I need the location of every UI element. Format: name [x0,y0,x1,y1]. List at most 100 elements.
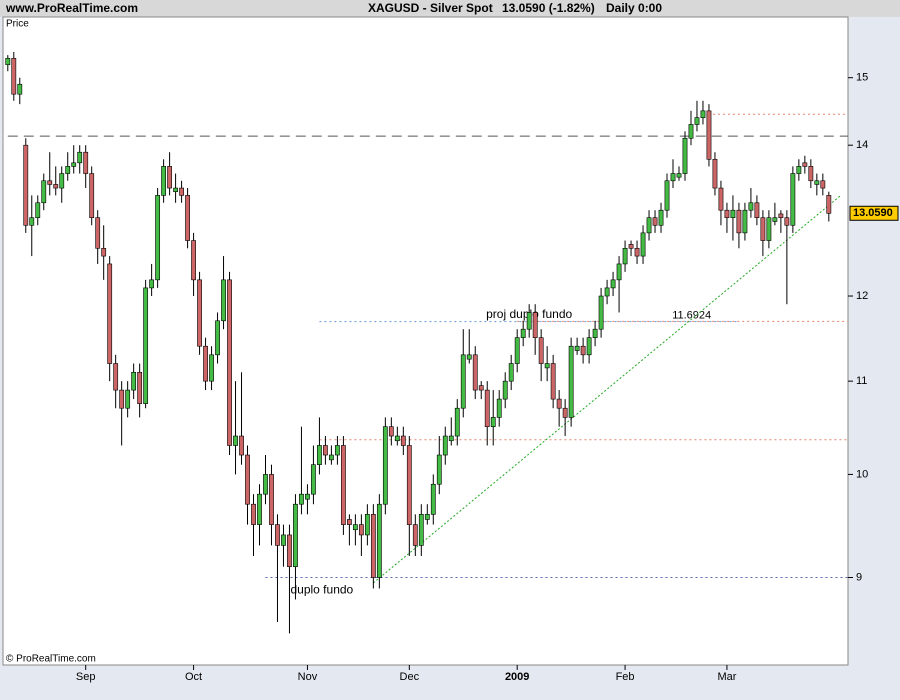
candle-body [460,354,466,409]
x-tick-label: Dec [400,671,420,683]
candle-body [502,380,508,400]
candle-body [724,209,730,219]
candle-body [29,217,35,226]
candle-body [155,195,161,281]
candle-body [568,345,574,418]
candle-body [604,287,610,297]
y-tick-label: 15 [856,72,868,84]
x-tick-label: Sep [76,671,96,683]
candle-body [406,445,412,525]
candle-body [538,337,544,364]
y-tick-label: 11 [856,375,867,387]
candle-body [352,524,358,531]
candle-body [598,295,604,330]
candle-body [778,213,784,219]
y-tick-label: 10 [856,468,868,480]
candle-body [694,117,700,125]
candle-body [287,534,292,567]
candle-body [592,328,598,338]
candle-body [197,279,202,347]
candle-body [652,217,658,226]
subtitle: 13.0590 (-1.82%) [502,1,595,15]
candle-body [221,279,226,322]
candle-body [556,398,562,409]
candle-body [47,180,53,185]
candle-body [364,514,370,536]
candle-body [574,345,580,351]
trendline [373,195,842,584]
candle-body [436,454,442,485]
candle-body [454,407,460,437]
y-tick-label: 9 [856,571,862,583]
candle-body [586,337,592,356]
candle-body [760,217,766,241]
candle-body [245,454,250,505]
candle-body [107,263,113,364]
chart-title: XAGUSD - Silver Spot [368,1,493,15]
header-bar [0,0,900,17]
candle-body [430,483,436,515]
candle-body [65,166,71,174]
candle-body [688,124,694,139]
candle-body [496,398,502,418]
candle-body [329,454,334,461]
candle-body [388,426,394,437]
candle-body [520,328,526,338]
candle-body [340,445,346,525]
candle-body [544,363,550,369]
candle-body [640,232,646,257]
candle-body [95,217,101,249]
candle-body [251,503,256,525]
candle-body [317,445,322,465]
plot-area [2,16,849,666]
y-tick-label: 12 [856,290,868,302]
candle-body [185,195,190,241]
candle-body [173,187,178,193]
candle-body [77,151,83,164]
candle-body [478,385,484,391]
candle-body [125,389,131,409]
candle-body [802,162,808,167]
candle-body [676,173,682,178]
candle-body [143,287,149,404]
candle-body [670,173,676,182]
candle-body [203,345,208,382]
candle-body [23,144,29,226]
x-tick-label: 2009 [505,671,529,683]
last-price-box [849,205,899,221]
candle-body [772,217,778,222]
copyright: © ProRealTime.com [6,654,96,665]
candle-body [299,493,304,505]
candle-body [119,389,125,409]
candle-body [275,524,280,546]
candle-body [215,320,220,356]
candle-body [269,474,274,525]
candle-body [71,162,77,167]
candle-body [550,363,556,400]
candle-body [305,493,310,500]
candle-body [412,524,418,546]
candle-body [167,166,173,189]
candle-body [610,279,616,289]
candle-body [712,158,718,189]
source: www.ProRealTime.com [5,1,138,15]
candle-body [293,503,298,567]
y-axis-label: Price [6,19,29,30]
candle-body [5,58,11,66]
candle-body [784,217,790,226]
candle-body [622,247,628,265]
candle-body [239,435,244,456]
candle-body [281,534,286,546]
candle-body [161,166,167,196]
candle-body [466,354,472,360]
candle-body [448,435,454,442]
candle-body [580,345,586,356]
candle-body [131,371,137,391]
y-tick-label: 14 [856,139,868,151]
candle-body [628,244,634,249]
candle-body [311,464,316,495]
line-value-label: 11.6924 [672,309,711,321]
candle-body [17,83,23,95]
candle-body [101,247,107,257]
